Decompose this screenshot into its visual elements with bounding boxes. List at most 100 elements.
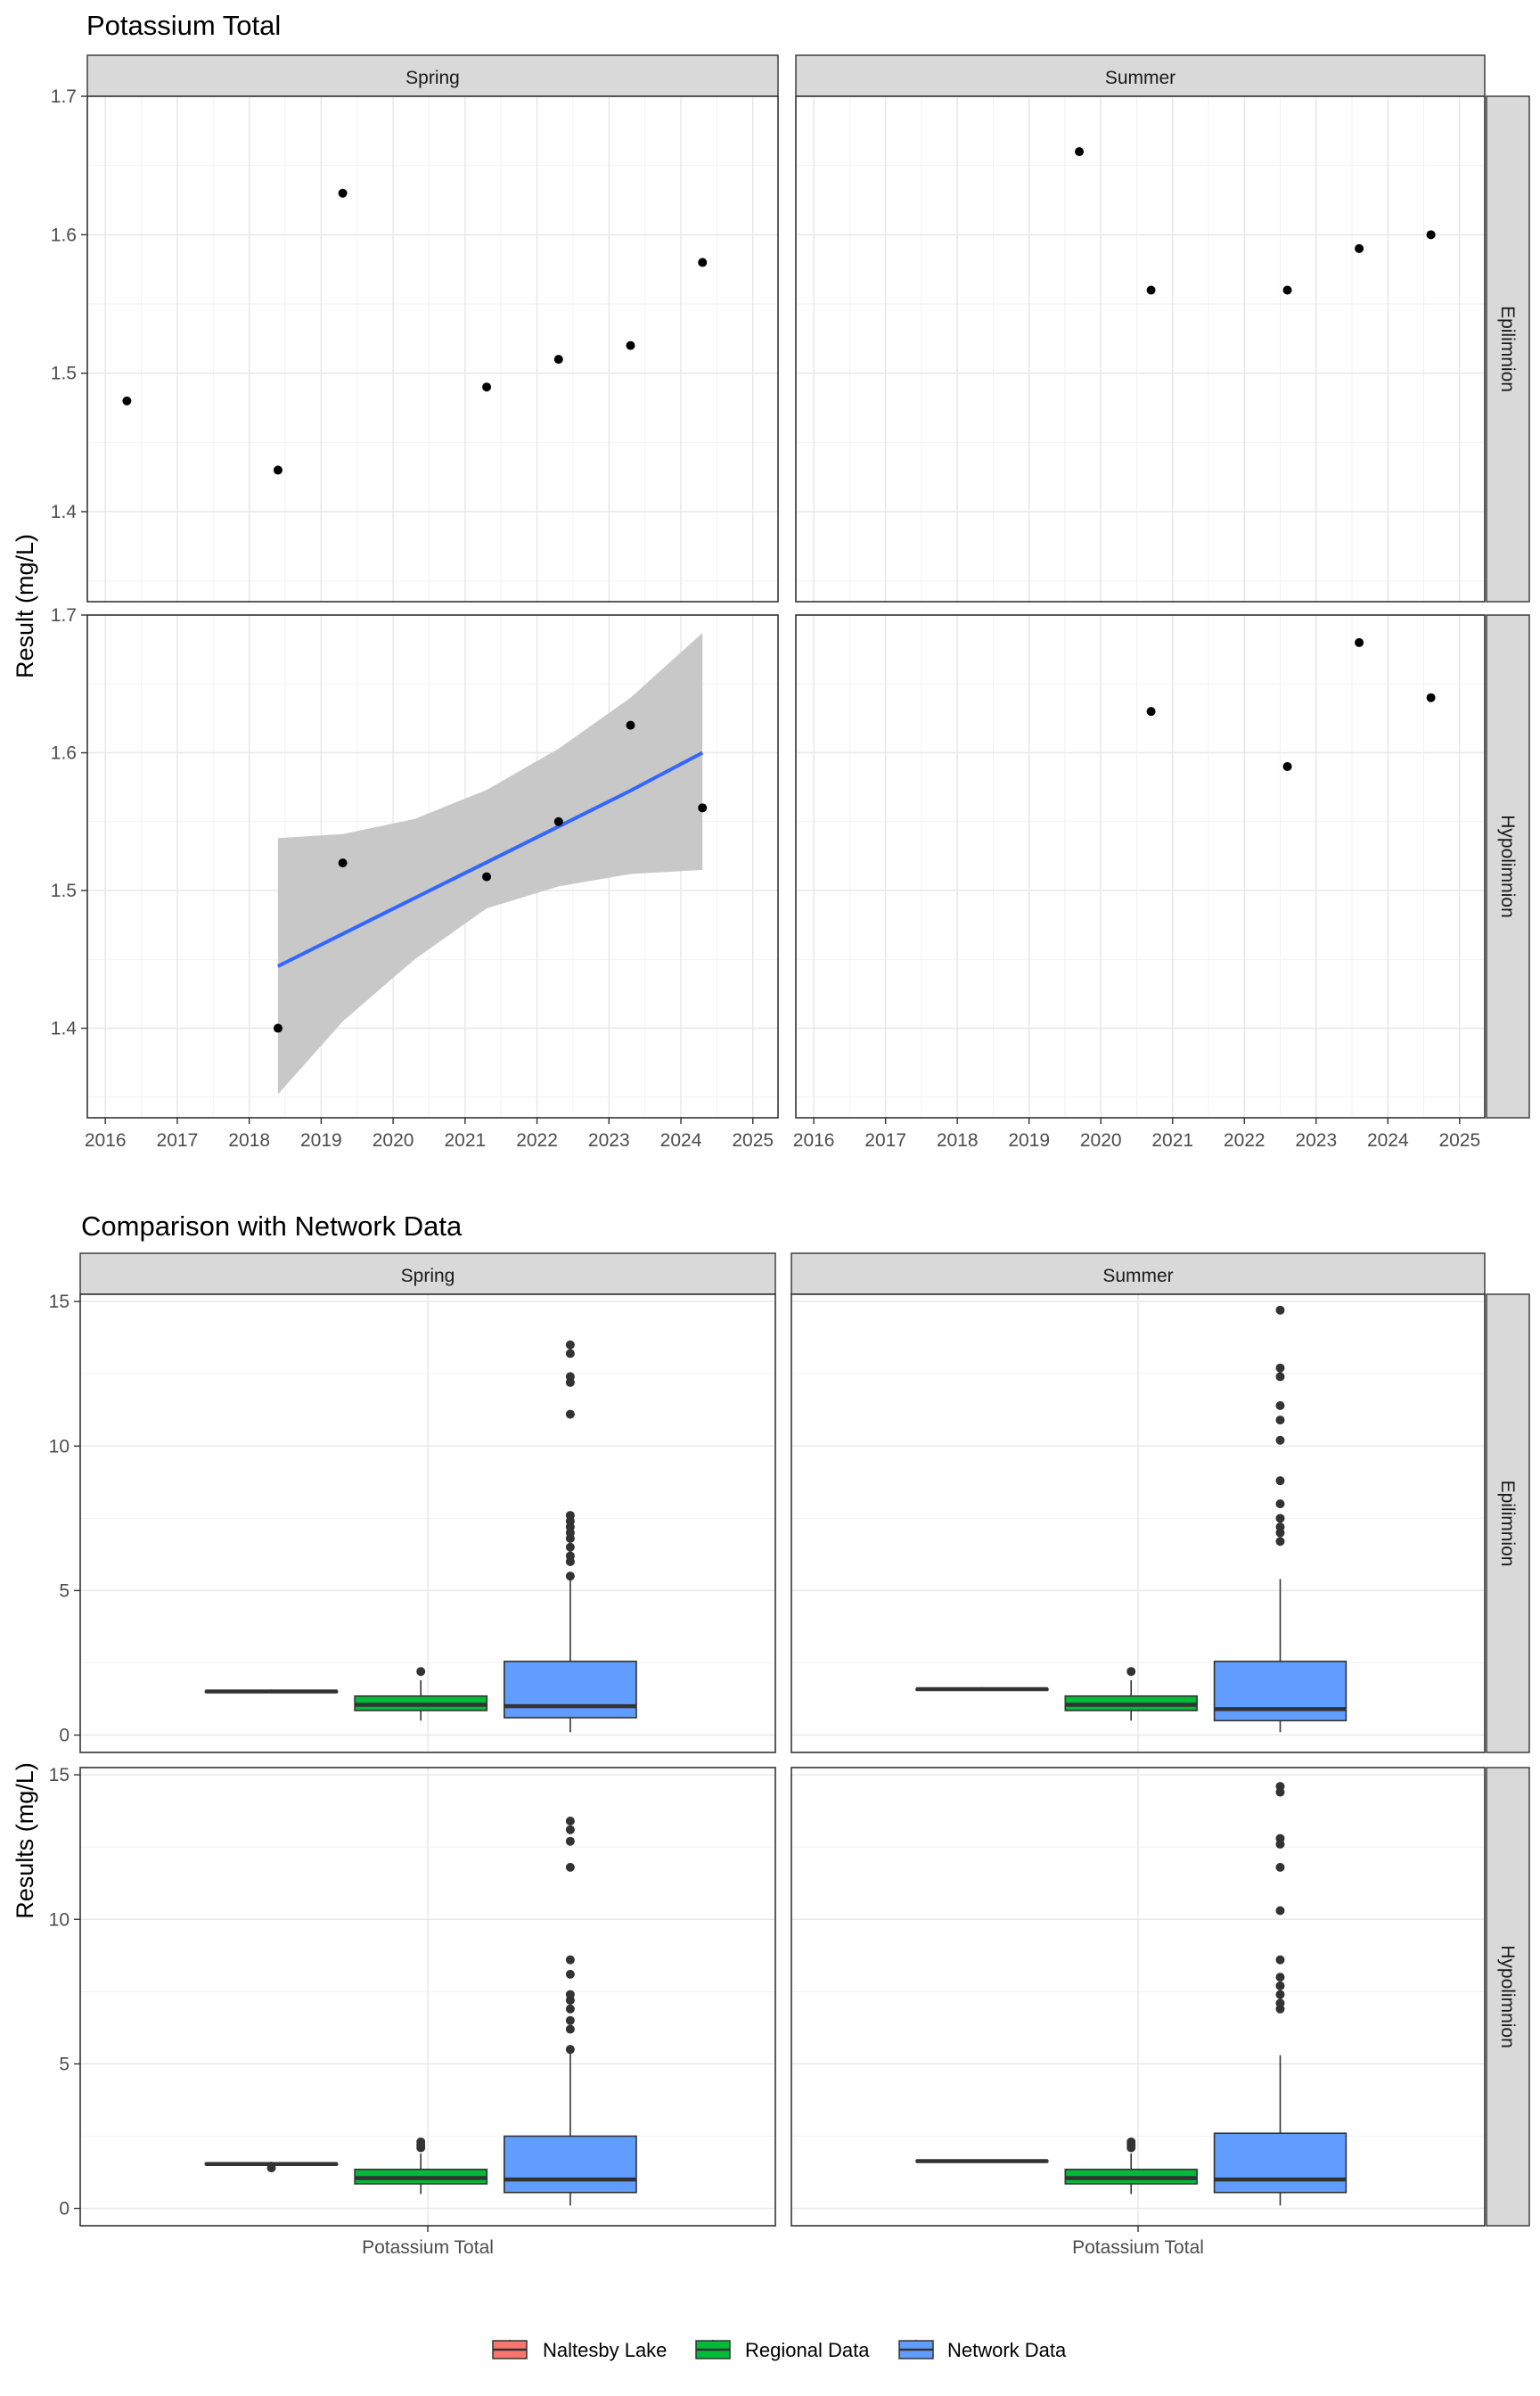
x-tick-label: Potassium Total bbox=[1072, 2237, 1204, 2258]
data-point bbox=[482, 872, 492, 882]
scatter-strip-spring bbox=[86, 54, 779, 97]
outlier-point bbox=[565, 1969, 575, 1979]
x-tick-label: 2020 bbox=[1080, 1130, 1122, 1151]
box-strip-hypolimnion bbox=[1486, 1767, 1530, 2227]
scatter-panel-summer-epilimnion bbox=[795, 95, 1486, 603]
x-tick-label: 2017 bbox=[157, 1130, 199, 1151]
outlier-point bbox=[565, 1542, 575, 1552]
outlier-point bbox=[565, 1955, 575, 1965]
boxplot-y-axis-label: Results (mg/L) bbox=[12, 1762, 38, 1919]
y-tick-label: 0 bbox=[59, 2199, 70, 2220]
outlier-point bbox=[1275, 1363, 1285, 1373]
legend-item-network-data: Network Data bbox=[898, 2339, 1067, 2361]
outlier-point bbox=[565, 1409, 575, 1419]
box-naltesby-lake bbox=[204, 2162, 339, 2173]
y-tick-label: 1.6 bbox=[51, 225, 77, 245]
data-point bbox=[122, 396, 132, 406]
outlier-point bbox=[565, 1571, 575, 1581]
x-tick-label: 2025 bbox=[1438, 1130, 1480, 1151]
legend-item-regional-data: Regional Data bbox=[695, 2339, 870, 2361]
scatter-strip-summer bbox=[795, 54, 1486, 97]
box-strip-label-summer: Summer bbox=[1102, 1266, 1173, 1286]
y-tick-label: 5 bbox=[59, 2054, 70, 2074]
x-tick-label: 2019 bbox=[1008, 1130, 1050, 1151]
legend-label: Naltesby Lake bbox=[543, 2339, 667, 2361]
boxplot-figure: Comparison with Network Data Results (mg… bbox=[12, 1210, 1530, 2258]
data-point bbox=[1355, 243, 1364, 253]
y-tick-label: 1.6 bbox=[51, 743, 77, 764]
x-tick-label: 2021 bbox=[1151, 1130, 1193, 1151]
panel-border bbox=[790, 1293, 1486, 1753]
outlier-point bbox=[1275, 1981, 1285, 1990]
outlier-point bbox=[565, 1340, 575, 1350]
scatter-title: Potassium Total bbox=[86, 10, 281, 41]
boxplot-title: Comparison with Network Data bbox=[81, 1210, 463, 1242]
confidence-band bbox=[277, 633, 703, 1095]
outlier-point bbox=[565, 1990, 575, 1999]
outlier-point bbox=[1126, 1667, 1136, 1677]
x-tick-label: 2018 bbox=[228, 1130, 270, 1151]
outlier-point bbox=[1275, 1522, 1285, 1532]
outlier-point bbox=[1275, 1476, 1285, 1486]
outlier-point bbox=[1275, 1955, 1285, 1965]
x-tick-label: 2021 bbox=[444, 1130, 486, 1151]
outlier-point bbox=[416, 1667, 426, 1677]
x-tick-label: 2022 bbox=[1224, 1130, 1266, 1151]
scatter-panel-spring-hypolimnion bbox=[86, 614, 779, 1119]
y-tick-label: 1.5 bbox=[51, 364, 77, 384]
outlier-point bbox=[1126, 2137, 1136, 2146]
panel-border bbox=[86, 614, 779, 1119]
data-point bbox=[1355, 637, 1364, 647]
panel-border bbox=[795, 95, 1486, 603]
box-regional-data bbox=[1064, 1667, 1198, 1721]
x-tick-label: 2016 bbox=[793, 1130, 835, 1151]
y-tick-label: 1.7 bbox=[51, 86, 77, 107]
box-regional-data bbox=[354, 1667, 488, 1721]
box-panel-summer-epilimnion bbox=[790, 1293, 1486, 1753]
outlier-point bbox=[565, 1816, 575, 1826]
x-tick-label: Potassium Total bbox=[362, 2237, 494, 2258]
outlier-point bbox=[1275, 1834, 1285, 1843]
outlier-point bbox=[1275, 1990, 1285, 1999]
outlier-point bbox=[1275, 1372, 1285, 1382]
y-tick-label: 15 bbox=[49, 1292, 70, 1312]
data-point bbox=[273, 465, 283, 475]
outlier-point bbox=[565, 1836, 575, 1846]
scatter-strip-epilimnion bbox=[1486, 95, 1530, 603]
outlier-point bbox=[266, 2163, 276, 2173]
scatter-strip-label-spring: Spring bbox=[405, 68, 460, 88]
outlier-point bbox=[565, 1551, 575, 1561]
box-network-data bbox=[1213, 1305, 1348, 1733]
outlier-point bbox=[565, 1862, 575, 1872]
outlier-point bbox=[565, 2045, 575, 2055]
outlier-point bbox=[1275, 1862, 1285, 1872]
box-strip-label-spring: Spring bbox=[401, 1266, 455, 1286]
data-point bbox=[1426, 230, 1436, 240]
legend-label: Regional Data bbox=[745, 2339, 870, 2361]
data-point bbox=[338, 188, 348, 198]
outlier-point bbox=[1275, 1435, 1285, 1445]
box-naltesby-lake bbox=[204, 1689, 339, 1694]
outlier-point bbox=[1275, 1906, 1285, 1916]
scatter-panel-spring-epilimnion bbox=[86, 95, 779, 603]
box-regional-data bbox=[354, 2137, 488, 2195]
x-tick-label: 2024 bbox=[660, 1130, 702, 1151]
data-point bbox=[1282, 761, 1292, 771]
data-point bbox=[1426, 693, 1436, 702]
outlier-point bbox=[1275, 1400, 1285, 1410]
scatter-strip-label-hypolimnion: Hypolimnion bbox=[1497, 815, 1518, 918]
data-point bbox=[553, 355, 563, 365]
outlier-point bbox=[1275, 1514, 1285, 1523]
panel-background bbox=[87, 96, 778, 602]
box-naltesby-lake bbox=[915, 2159, 1049, 2163]
data-point bbox=[1146, 707, 1156, 717]
data-point bbox=[698, 803, 708, 813]
outlier-point bbox=[1275, 1973, 1285, 1982]
y-tick-label: 1.4 bbox=[51, 502, 78, 522]
box-body bbox=[503, 1661, 637, 1719]
outlier-point bbox=[565, 1825, 575, 1834]
data-point bbox=[273, 1023, 283, 1033]
outlier-point bbox=[1275, 1305, 1285, 1315]
scatter-panel-summer-hypolimnion bbox=[795, 614, 1486, 1119]
